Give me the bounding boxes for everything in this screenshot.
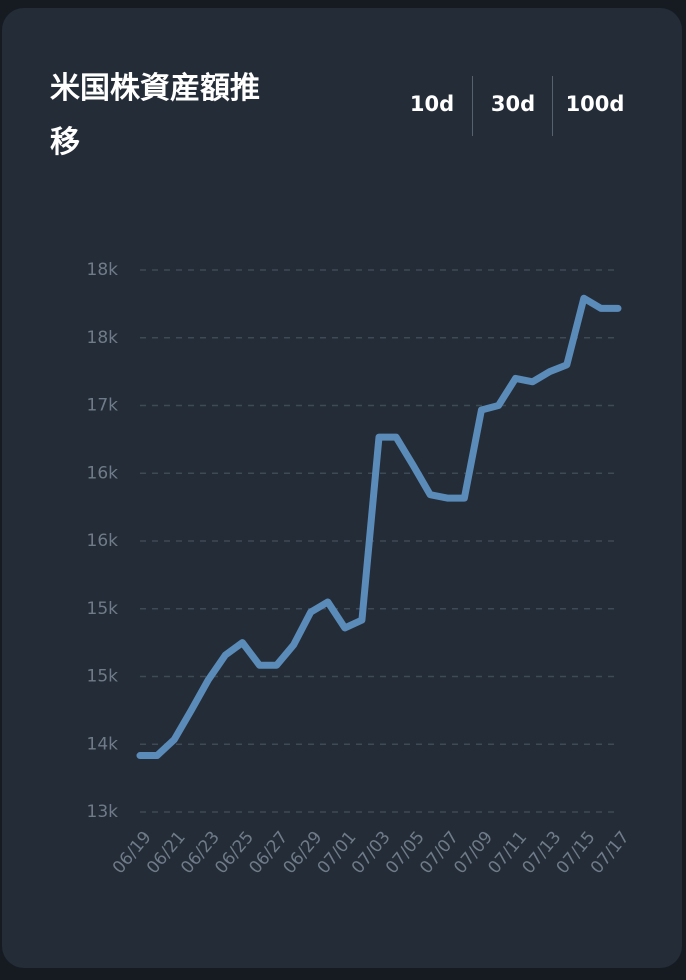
- title: 米国株資産額推移: [50, 71, 260, 160]
- range-button[interactable]: 10d: [409, 92, 455, 116]
- y-tick-label: 14k: [87, 734, 119, 754]
- y-tick-label: 15k: [87, 599, 119, 619]
- y-tick-label: 16k: [87, 463, 119, 483]
- y-tick-label: 18k: [87, 328, 119, 348]
- y-tick-label: 16k: [87, 531, 119, 551]
- y-tick-label: 18k: [87, 260, 119, 280]
- separator: [472, 76, 473, 136]
- card: 米国株資産額推移 10d 30d 100d: [2, 8, 682, 968]
- x-tick-label: 07/17: [587, 828, 634, 878]
- line: [136, 294, 622, 760]
- range-button[interactable]: 30d: [490, 92, 536, 116]
- separator: [552, 76, 553, 136]
- y-tick-label: 17k: [87, 396, 119, 416]
- range-button[interactable]: 100d: [565, 92, 625, 116]
- y-tick-label: 15k: [87, 667, 119, 687]
- y-tick-label: 13k: [87, 802, 119, 822]
